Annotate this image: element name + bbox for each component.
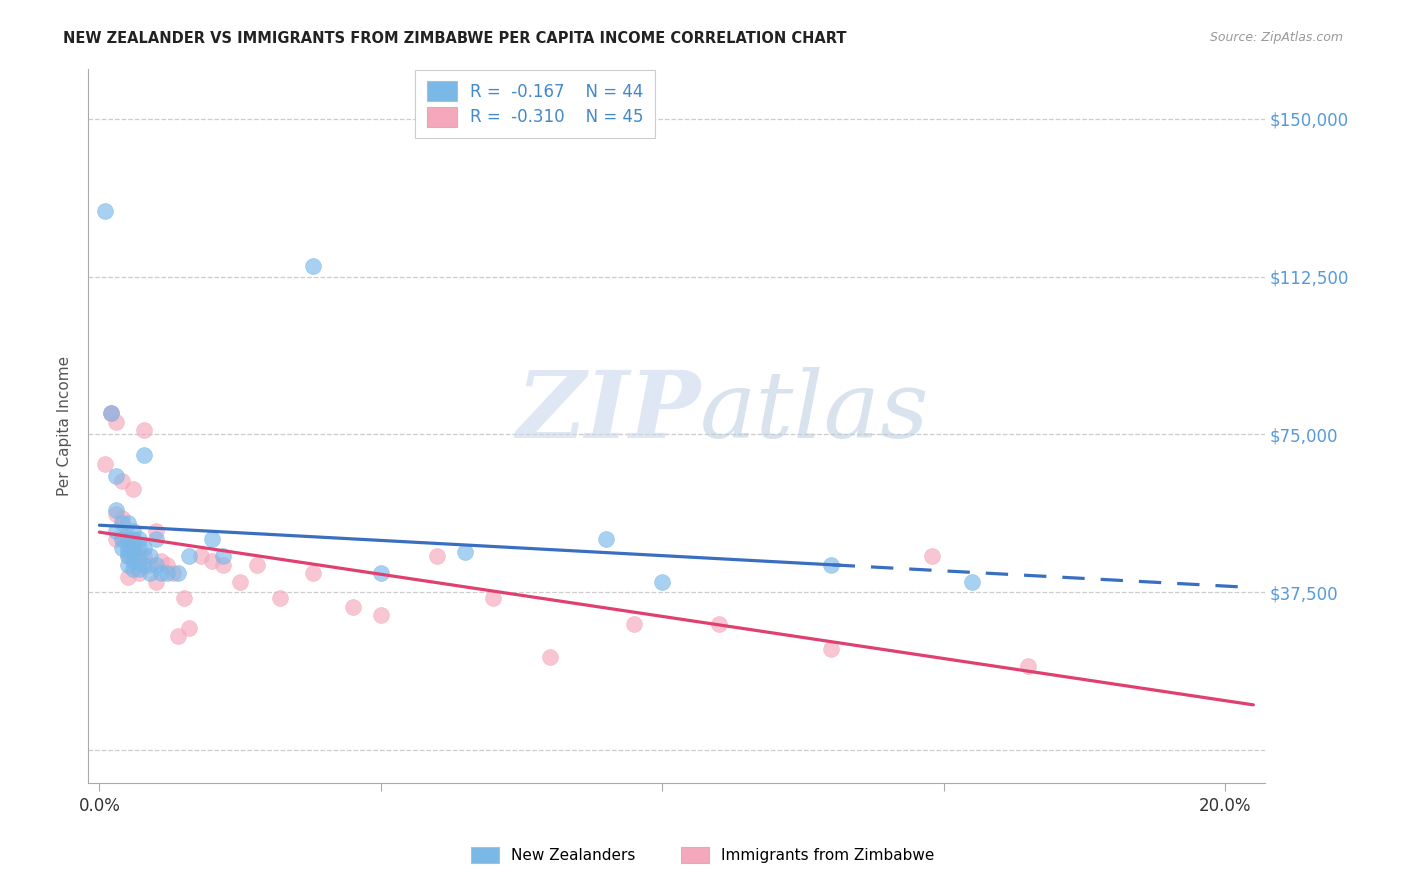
- Point: [212, 549, 235, 564]
- Point: [179, 621, 201, 635]
- Legend: R =  -0.167    N = 44, R =  -0.310    N = 45: R = -0.167 N = 44, R = -0.310 N = 45: [415, 70, 655, 138]
- Point: [117, 516, 139, 530]
- Point: [134, 541, 156, 555]
- Point: [538, 650, 561, 665]
- Text: atlas: atlas: [700, 367, 929, 457]
- Point: [162, 566, 184, 581]
- Point: [134, 449, 156, 463]
- Point: [134, 423, 156, 437]
- Point: [122, 524, 145, 538]
- Point: [139, 566, 162, 581]
- Point: [651, 574, 673, 589]
- Point: [128, 566, 150, 581]
- Text: Source: ZipAtlas.com: Source: ZipAtlas.com: [1209, 31, 1343, 45]
- Point: [100, 406, 122, 420]
- Point: [134, 549, 156, 564]
- Point: [111, 533, 134, 547]
- Point: [134, 558, 156, 572]
- Point: [117, 549, 139, 564]
- Point: [370, 608, 392, 623]
- Point: [156, 566, 179, 581]
- Point: [128, 541, 150, 555]
- Point: [105, 503, 128, 517]
- Point: [302, 259, 325, 273]
- Text: NEW ZEALANDER VS IMMIGRANTS FROM ZIMBABWE PER CAPITA INCOME CORRELATION CHART: NEW ZEALANDER VS IMMIGRANTS FROM ZIMBABW…: [63, 31, 846, 46]
- Point: [111, 511, 134, 525]
- Point: [117, 533, 139, 547]
- Point: [370, 566, 392, 581]
- Point: [94, 457, 117, 471]
- Legend: New Zealanders, Immigrants from Zimbabwe: New Zealanders, Immigrants from Zimbabwe: [464, 839, 942, 871]
- Point: [820, 558, 842, 572]
- Point: [482, 591, 505, 606]
- Point: [122, 533, 145, 547]
- Point: [190, 549, 212, 564]
- Point: [111, 533, 134, 547]
- Point: [122, 541, 145, 555]
- Point: [117, 570, 139, 584]
- Point: [269, 591, 291, 606]
- Point: [122, 553, 145, 567]
- Point: [156, 558, 179, 572]
- Point: [128, 549, 150, 564]
- Point: [105, 469, 128, 483]
- Point: [122, 537, 145, 551]
- Point: [595, 533, 617, 547]
- Point: [960, 574, 983, 589]
- Point: [145, 574, 167, 589]
- Point: [100, 406, 122, 420]
- Point: [128, 562, 150, 576]
- Point: [707, 616, 730, 631]
- Point: [117, 541, 139, 555]
- Point: [100, 406, 122, 420]
- Point: [128, 553, 150, 567]
- Y-axis label: Per Capita Income: Per Capita Income: [58, 356, 72, 496]
- Point: [117, 558, 139, 572]
- Point: [145, 524, 167, 538]
- Point: [201, 533, 224, 547]
- Point: [111, 541, 134, 555]
- Point: [167, 629, 190, 643]
- Point: [179, 549, 201, 564]
- Point: [167, 566, 190, 581]
- Text: ZIP: ZIP: [516, 367, 700, 457]
- Point: [105, 508, 128, 522]
- Point: [212, 558, 235, 572]
- Point: [820, 641, 842, 656]
- Point: [921, 549, 943, 564]
- Point: [145, 558, 167, 572]
- Point: [122, 545, 145, 559]
- Point: [201, 553, 224, 567]
- Point: [426, 549, 449, 564]
- Point: [94, 204, 117, 219]
- Point: [122, 482, 145, 496]
- Point: [122, 562, 145, 576]
- Point: [111, 516, 134, 530]
- Point: [139, 549, 162, 564]
- Point: [454, 545, 477, 559]
- Point: [173, 591, 195, 606]
- Point: [105, 524, 128, 538]
- Point: [145, 533, 167, 547]
- Point: [111, 474, 134, 488]
- Point: [342, 599, 364, 614]
- Point: [623, 616, 645, 631]
- Point: [117, 549, 139, 564]
- Point: [122, 549, 145, 564]
- Point: [229, 574, 252, 589]
- Point: [1017, 658, 1039, 673]
- Point: [139, 558, 162, 572]
- Point: [105, 533, 128, 547]
- Point: [128, 533, 150, 547]
- Point: [150, 553, 173, 567]
- Point: [302, 566, 325, 581]
- Point: [105, 415, 128, 429]
- Point: [246, 558, 269, 572]
- Point: [117, 545, 139, 559]
- Point: [117, 533, 139, 547]
- Point: [150, 566, 173, 581]
